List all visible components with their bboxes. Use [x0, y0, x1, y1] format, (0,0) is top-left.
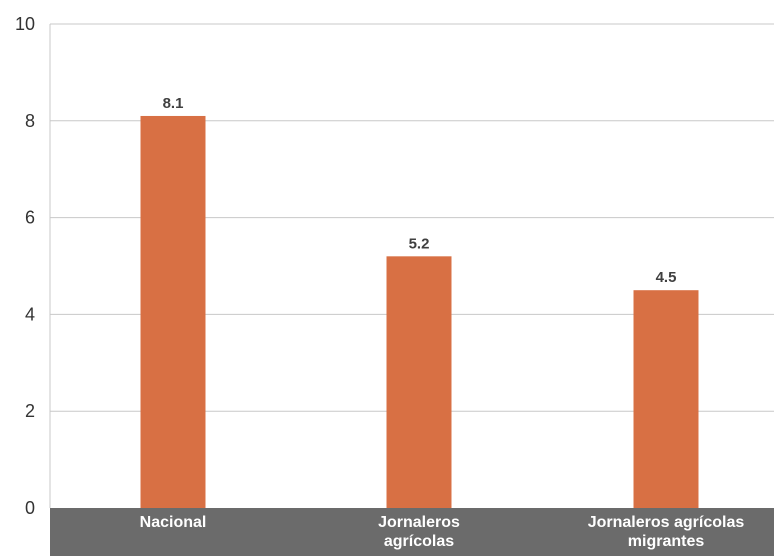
y-tick-label: 6 — [25, 208, 35, 228]
bar — [633, 290, 699, 508]
value-label: 4.5 — [656, 269, 677, 286]
y-tick-label: 0 — [25, 498, 35, 518]
y-tick-label: 8 — [25, 111, 35, 131]
category-label: migrantes — [628, 533, 705, 550]
bars — [140, 115, 699, 509]
y-tick-label: 2 — [25, 401, 35, 421]
bar — [386, 256, 452, 508]
y-axis-tick-labels: 0 2 4 6 8 10 — [15, 14, 35, 518]
bar — [140, 115, 206, 509]
category-label: Nacional — [140, 514, 207, 531]
category-labels: Nacional Jornaleros agrícolas Jornaleros ag… — [140, 514, 745, 550]
category-label: agrícolas — [384, 533, 454, 550]
category-label: Jornaleros — [378, 514, 460, 531]
value-label: 5.2 — [409, 235, 430, 252]
category-label: Jornaleros agrícolas — [588, 514, 745, 531]
category-axis-band — [50, 508, 774, 556]
value-label: 8.1 — [163, 95, 184, 112]
y-tick-label: 4 — [25, 304, 35, 324]
value-labels: 8.1 5.2 4.5 — [163, 95, 677, 286]
y-tick-label: 10 — [15, 14, 35, 34]
